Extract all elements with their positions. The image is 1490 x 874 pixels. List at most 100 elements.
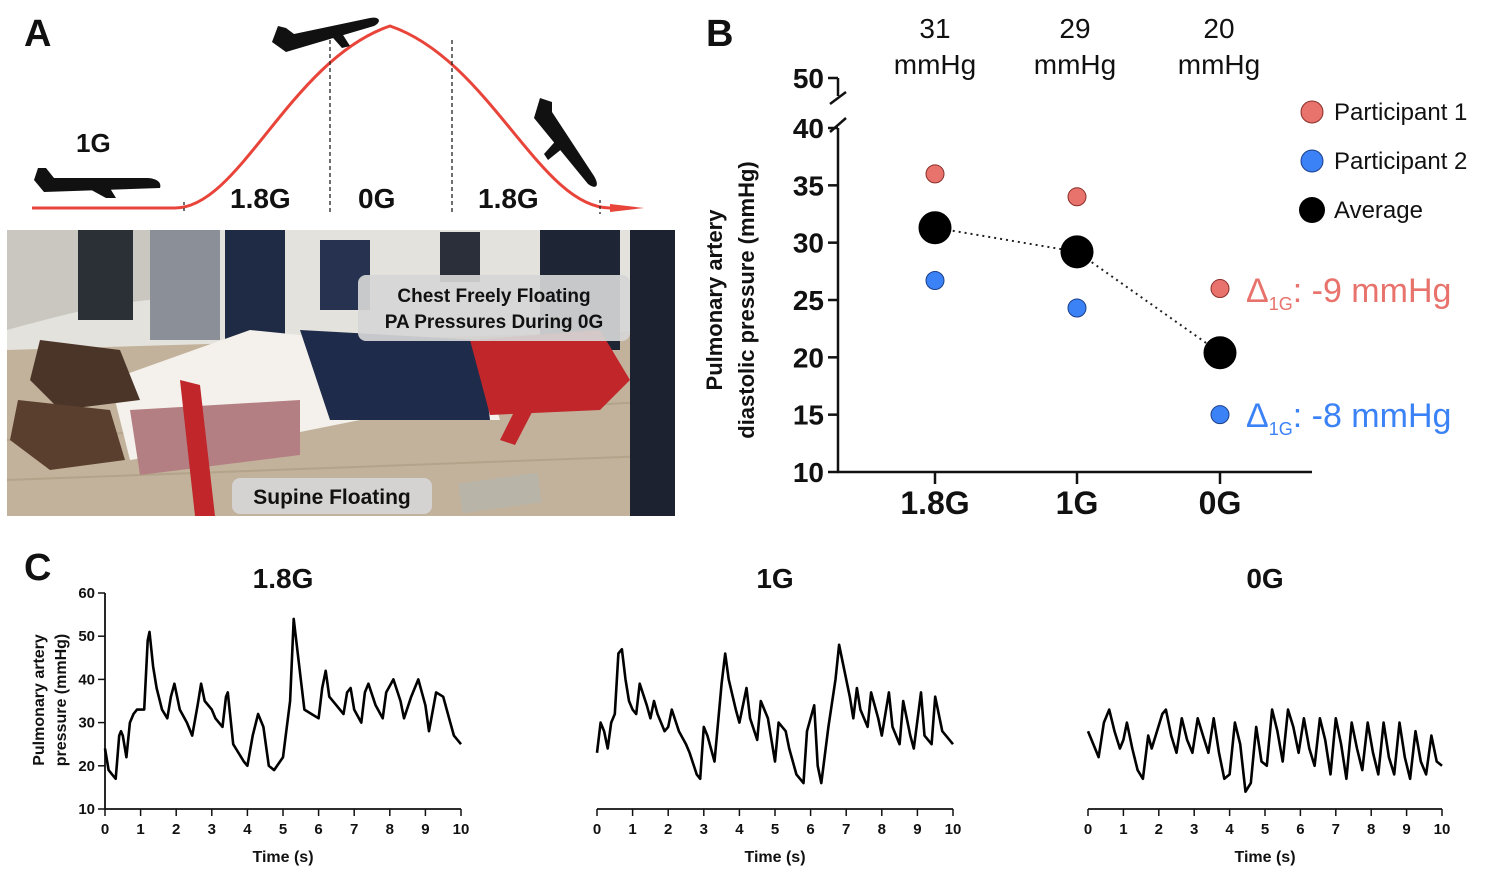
delta-symbol: Δ (1246, 397, 1269, 435)
x-tick-label: 1 (628, 821, 636, 838)
y-tick-label: 30 (793, 228, 824, 259)
phase-label-1g: 1G (76, 128, 111, 158)
photo-label-chest-line1: Chest Freely Floating (397, 286, 590, 307)
x-tick-label: 0G (1199, 485, 1242, 521)
x-tick-label: 6 (806, 821, 814, 838)
x-tick-label: 2 (172, 821, 180, 838)
data-point-participant-1 (925, 164, 945, 184)
data-point-average (1203, 336, 1237, 370)
legend-marker-participant-1 (1300, 100, 1324, 124)
x-ticks-b: 1.8G 1G 0G (900, 472, 1241, 521)
x-axis-label: Time (s) (252, 849, 313, 866)
x-tick-label: 5 (279, 821, 287, 838)
panel-b-letter: B (706, 13, 733, 55)
x-tick-label: 6 (1296, 821, 1304, 838)
x-tick-label: 6 (314, 821, 322, 838)
y-axis-label-b: Pulmonary artery diastolic pressure (mmH… (702, 161, 759, 439)
y-tick-label: 10 (793, 457, 824, 488)
trace-chart-0g: 0G 0 1 2 3 4 5 6 7 8 9 10 Time (s) (1084, 563, 1451, 866)
y-tick-label: 30 (78, 715, 95, 732)
panel-c: C Pulmonary artery pressure (mmHg) 1.8G 0… (24, 547, 1450, 866)
header-unit: mmHg (1178, 49, 1260, 80)
phase-label-zero-g: 0G (358, 183, 395, 214)
panel-a: A 1G 1.8G 0G 1.8G (7, 13, 675, 516)
delta-value: : -8 mmHg (1293, 397, 1452, 435)
delta-value: : -9 mmHg (1293, 272, 1452, 310)
x-tick-label: 0 (593, 821, 601, 838)
legend-marker-average (1299, 197, 1325, 223)
airplane-level-icon (34, 168, 161, 198)
x-tick-label: 1 (1119, 821, 1127, 838)
x-tick-label: 4 (1225, 821, 1234, 838)
x-tick-label: 2 (664, 821, 672, 838)
legend-label-average: Average (1334, 197, 1423, 224)
data-point-participant-2 (925, 271, 945, 291)
trace-chart-1g: 1G 0 1 2 3 4 5 6 7 8 9 10 Time (s) (593, 563, 962, 866)
x-tick-label: 8 (386, 821, 394, 838)
x-tick-label: 8 (1367, 821, 1375, 838)
x-axis-label: Time (s) (1234, 849, 1295, 866)
trace-chart-1-8g: 1.8G 0 1 2 3 4 5 6 7 8 9 10 Time (s) 10 20 30 40 50 60 (78, 563, 469, 866)
y-axis-label-c-line1: Pulmonary artery (31, 634, 48, 766)
legend-b: Participant 1 Participant 2 Average (1299, 99, 1467, 224)
zero-g-photo: Chest Freely Floating PA Pressures Durin… (7, 230, 675, 516)
x-tick-label: 7 (350, 821, 358, 838)
phase-label-pull-up: 1.8G (230, 183, 291, 214)
chart-marks-b (918, 164, 1237, 425)
delta-annotation-participant-2: Δ1G: -8 mmHg (1246, 397, 1451, 439)
header-value-1g: 29 (1059, 13, 1090, 44)
x-tick-label: 10 (945, 821, 962, 838)
legend-label-participant-2: Participant 2 (1334, 148, 1467, 175)
y-tick-label: 40 (793, 113, 824, 144)
trace-title: 1G (756, 563, 793, 594)
phase-label-pull-out: 1.8G (478, 183, 539, 214)
y-tick-label: 20 (78, 758, 95, 775)
pressure-trace-line (103, 617, 463, 781)
y-axis-break-mark (829, 91, 847, 105)
delta-subscript: 1G (1269, 419, 1293, 439)
y-tick-label: 25 (793, 285, 824, 316)
x-tick-label: 0 (101, 821, 109, 838)
delta-annotation-participant-1: Δ1G: -9 mmHg (1246, 272, 1451, 314)
x-tick-label: 1.8G (900, 485, 969, 521)
x-tick-label: 7 (1332, 821, 1340, 838)
x-tick-label: 3 (1190, 821, 1198, 838)
photo-label-box-supine (232, 478, 432, 514)
y-axis-label-c: Pulmonary artery pressure (mmHg) (31, 634, 70, 766)
flight-profile-arrowhead (610, 204, 644, 212)
airplane-dive-icon (534, 98, 597, 187)
trace-title: 0G (1246, 563, 1283, 594)
y-tick-label: 10 (78, 801, 95, 818)
y-tick-label: 35 (793, 170, 824, 201)
header-values: 31 mmHg 29 mmHg 20 mmHg (894, 13, 1260, 80)
y-tick-label: 40 (78, 671, 95, 688)
y-axis-label-b-line1: Pulmonary artery (702, 209, 727, 391)
legend-marker-participant-2 (1300, 149, 1324, 173)
x-tick-label: 9 (421, 821, 429, 838)
legend-label-participant-1: Participant 1 (1334, 99, 1467, 126)
panel-c-letter: C (24, 547, 51, 589)
y-tick-label-break: 50 (793, 63, 824, 94)
x-tick-label: 2 (1155, 821, 1163, 838)
x-tick-label: 3 (700, 821, 708, 838)
y-axis-break-mark (829, 117, 847, 133)
y-axis-label-b-line2: diastolic pressure (mmHg) (734, 161, 759, 439)
header-unit: mmHg (1034, 49, 1116, 80)
header-value-1-8g: 31 (919, 13, 950, 44)
flight-profile-curve (32, 24, 611, 210)
y-ticks-b: 10 15 20 25 30 35 40 (793, 113, 838, 488)
x-tick-label: 3 (208, 821, 216, 838)
data-point-average (1060, 235, 1094, 269)
x-tick-label: 9 (913, 821, 921, 838)
delta-symbol: Δ (1246, 272, 1269, 310)
x-tick-label: 8 (878, 821, 886, 838)
x-tick-label: 0 (1084, 821, 1092, 838)
header-value-0g: 20 (1203, 13, 1234, 44)
data-point-participant-1 (1210, 279, 1230, 299)
x-tick-label: 1 (136, 821, 144, 838)
data-point-participant-2 (1067, 298, 1087, 318)
delta-subscript: 1G (1269, 294, 1293, 314)
header-unit: mmHg (894, 49, 976, 80)
x-tick-label: 10 (1434, 821, 1451, 838)
photo-label-chest-line2: PA Pressures During 0G (385, 312, 604, 333)
